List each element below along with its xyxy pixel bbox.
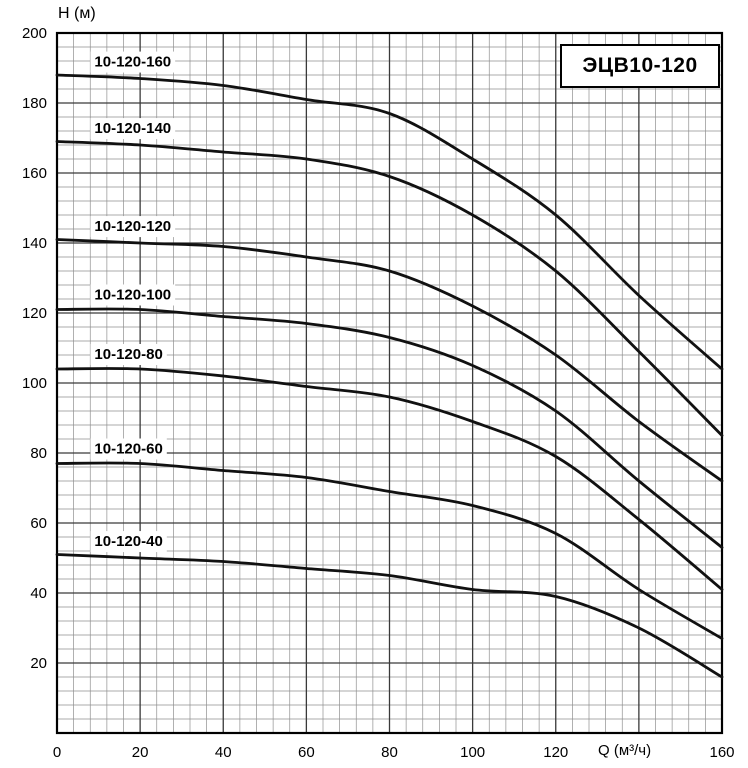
x-axis-title: Q (м³/ч) [598, 742, 652, 759]
pump-curve-10-120-160 [55, 73, 724, 371]
pump-curve-10-120-60 [55, 461, 724, 640]
y-tick-label: 40 [30, 585, 47, 602]
y-tick-label: 100 [22, 375, 47, 392]
curve-label: 10-120-40 [94, 533, 162, 550]
curve-label: 10-120-140 [94, 120, 171, 137]
x-tick-label: 160 [709, 744, 734, 761]
curve-label-background [90, 284, 176, 306]
x-tick-label: 60 [298, 744, 315, 761]
chart-title-box: ЭЦВ10-120 [560, 44, 720, 88]
y-tick-label: 60 [30, 515, 47, 532]
plot-frame [55, 31, 724, 735]
y-tick-label: 180 [22, 95, 47, 112]
y-tick-label: 20 [30, 655, 47, 672]
curve-label: 10-120-120 [94, 218, 171, 235]
curve-label-background [90, 531, 167, 553]
y-axis-title: H (м) [58, 5, 96, 22]
y-tick-label: 120 [22, 305, 47, 322]
curve-label: 10-120-60 [94, 441, 162, 458]
x-tick-label: 120 [543, 744, 568, 761]
pump-curve-10-120-120 [55, 238, 724, 483]
x-tick-label: 0 [53, 744, 61, 761]
x-tick-label: 80 [381, 744, 398, 761]
y-tick-label: 80 [30, 445, 47, 462]
curve-label-background [90, 216, 176, 238]
curve-label-background [90, 438, 167, 460]
pump-curve-10-120-100 [55, 307, 724, 549]
curve-label-background [90, 51, 176, 73]
pump-curve-10-120-140 [55, 140, 724, 437]
y-tick-label: 160 [22, 165, 47, 182]
curve-label-background [90, 344, 167, 365]
y-tick-label: 200 [22, 25, 47, 42]
x-tick-label: 100 [460, 744, 485, 761]
curve-label: 10-120-160 [94, 54, 171, 71]
pump-curve-10-120-80 [55, 367, 724, 591]
y-tick-label: 140 [22, 235, 47, 252]
x-tick-label: 20 [132, 744, 149, 761]
curve-label: 10-120-100 [94, 287, 171, 304]
curve-label-background [90, 118, 176, 140]
curve-label: 10-120-80 [94, 346, 162, 363]
x-tick-label: 40 [215, 744, 232, 761]
pump-curve-10-120-40 [55, 553, 724, 679]
